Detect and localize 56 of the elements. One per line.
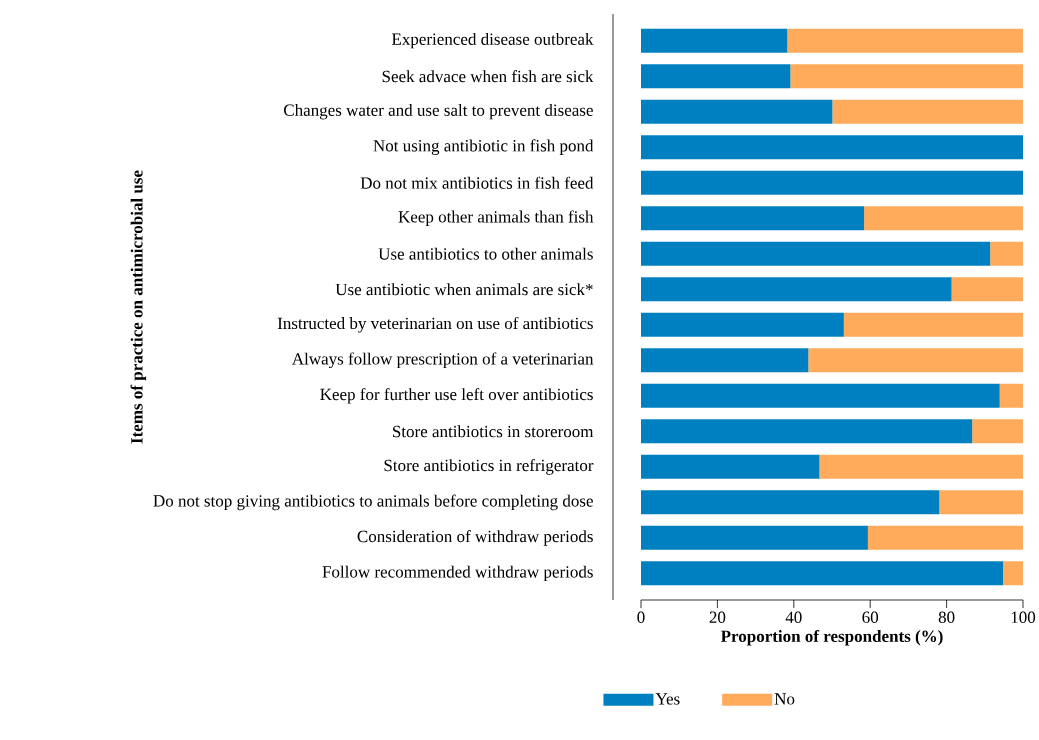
bar — [939, 490, 1023, 515]
y-tick-label: Follow recommended withdraw periods — [322, 565, 593, 582]
x-axis-title: Proportion of respondents (%) — [720, 629, 943, 646]
x-tick-label: 0 — [637, 611, 645, 624]
y-axis-title: Items of practice on antimicrobial use — [130, 170, 147, 444]
y-tick-label: Do not stop giving antibiotics to animals before completing dose — [153, 494, 593, 511]
bar — [641, 64, 791, 89]
y-tick-label: Seek advace when fish are sick — [382, 70, 594, 83]
bar — [641, 525, 868, 550]
x-tick-label: 40 — [785, 611, 802, 624]
y-tick-label: Consideration of withdraw periods — [357, 530, 593, 546]
bar — [843, 312, 1023, 337]
x-tick-label: 60 — [862, 611, 879, 624]
bar — [641, 490, 940, 515]
bar — [641, 241, 991, 266]
bar — [972, 419, 1023, 444]
bar — [641, 170, 1023, 195]
bar — [999, 383, 1023, 408]
y-tick-label: Not using antibiotic in fish pond — [373, 139, 594, 156]
bar — [832, 99, 1023, 124]
bar — [641, 99, 833, 124]
bar — [864, 206, 1023, 231]
bar — [641, 312, 844, 337]
bar — [641, 135, 1023, 160]
bar — [787, 28, 1023, 53]
y-tick-label: Store antibiotics in refrigerator — [384, 459, 594, 475]
bar — [641, 277, 952, 302]
bar — [641, 383, 1000, 408]
bar — [641, 454, 820, 479]
y-tick-label: Store antibiotics in storeroom — [393, 425, 594, 438]
bar — [641, 28, 788, 53]
bar — [1003, 561, 1023, 586]
bar — [819, 454, 1023, 479]
y-tick-label: Always follow prescription of a veterinarian — [291, 352, 594, 369]
bar — [641, 348, 809, 373]
x-tick-label: 80 — [938, 611, 955, 624]
y-tick-label: Use antibiotics to other animals — [378, 247, 593, 260]
bar — [808, 348, 1023, 373]
bar — [790, 64, 1023, 89]
bar — [641, 419, 973, 444]
y-tick-label: Use antibiotic when animals are sick* — [335, 283, 593, 296]
y-tick-label: Do not mix antibiotics in fish feed — [360, 176, 594, 189]
legend-label: No — [774, 693, 795, 705]
bar — [990, 241, 1023, 266]
bar — [641, 561, 1004, 586]
legend-label: Yes — [655, 693, 680, 705]
y-tick-label: Changes water and use salt to prevent disease — [284, 103, 593, 120]
bar — [867, 525, 1023, 550]
x-tick-label: 100 — [1011, 611, 1036, 624]
x-tick-label: 20 — [709, 611, 726, 624]
y-tick-label: Experienced disease outbreak — [391, 32, 594, 49]
y-tick-label: Keep for further use left over antibiotics — [320, 388, 593, 404]
bar — [641, 206, 865, 231]
bar — [951, 277, 1023, 302]
y-tick-label: Keep other animals than fish — [398, 210, 594, 227]
y-tick-label: Instructed by veterinarian on use of antibiotics — [277, 316, 593, 333]
